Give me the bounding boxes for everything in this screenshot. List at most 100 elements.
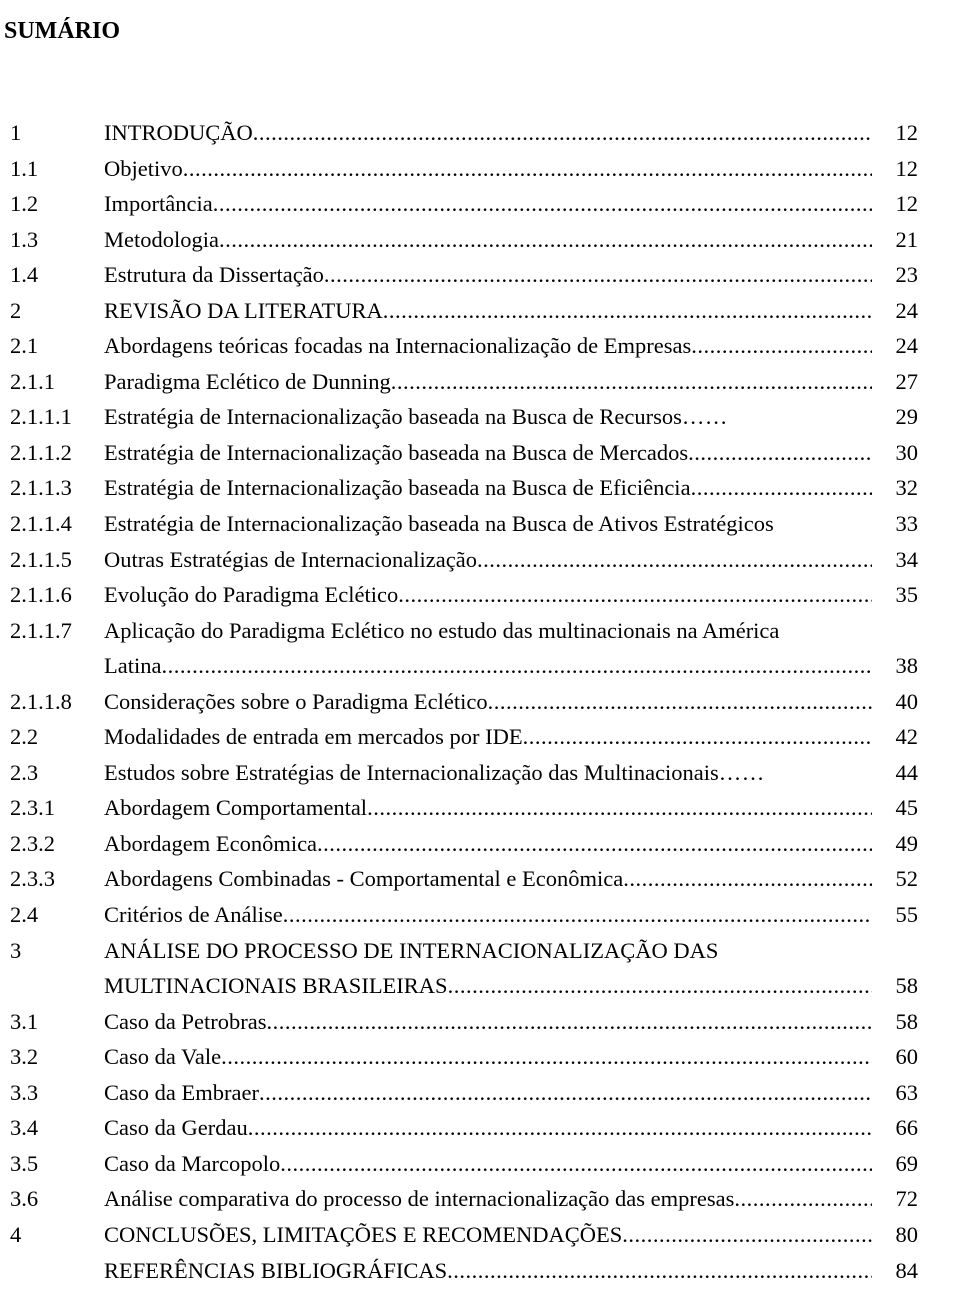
toc-entry: 2.3.3Abordagens Combinadas - Comportamen…: [10, 861, 918, 897]
toc-entry-page: 24: [872, 328, 918, 364]
toc-entry: 3ANÁLISE DO PROCESSO DE INTERNACIONALIZA…: [10, 933, 918, 969]
toc-title: SUMÁRIO: [4, 18, 918, 45]
toc-leader-dots: [448, 968, 872, 1004]
toc-entry-number: 2.1.1.7: [10, 613, 104, 649]
toc-entry: 2.1.1.6Evolução do Paradigma Eclético35: [10, 577, 918, 613]
toc-entry-page: 45: [872, 790, 918, 826]
toc-entry-page: 44: [872, 755, 918, 791]
toc-entry-title: Outras Estratégias de Internacionalizaçã…: [104, 542, 477, 578]
toc-entry-title: Caso da Petrobras: [104, 1004, 266, 1040]
toc-entry-number: 2.1.1.5: [10, 542, 104, 578]
toc-entry: 1.2Importância12: [10, 186, 918, 222]
toc-entry-number: 2.1.1: [10, 364, 104, 400]
toc-leader-dots: [248, 1110, 872, 1146]
toc-leader-dots: [682, 399, 728, 435]
toc-leader-dots: [367, 790, 872, 826]
toc-entry-page: 40: [872, 684, 918, 720]
toc-entry-number: 2.4: [10, 897, 104, 933]
toc-entry: 2.3.1Abordagem Comportamental45: [10, 790, 918, 826]
toc-leader-dots: [734, 1181, 872, 1217]
toc-leader-dots: [688, 435, 872, 471]
toc-entry-page: 80: [872, 1217, 918, 1253]
toc-entry: MULTINACIONAIS BRASILEIRAS58: [10, 968, 918, 1004]
toc-entry-title: MULTINACIONAIS BRASILEIRAS: [104, 968, 448, 1004]
toc-leader-dots: [383, 293, 872, 329]
toc-entry-page: 32: [872, 470, 918, 506]
toc-entry-page: 63: [872, 1075, 918, 1111]
toc-entry-title: Estratégia de Internacionalização basead…: [104, 470, 691, 506]
toc-entry-title: Abordagem Comportamental: [104, 790, 367, 826]
toc-entry: 1.3Metodologia21: [10, 222, 918, 258]
toc-entry: 2.1Abordagens teóricas focadas na Intern…: [10, 328, 918, 364]
toc-entry-number: 2.1.1.4: [10, 506, 104, 542]
toc-entry-title: Aplicação do Paradigma Eclético no estud…: [104, 613, 779, 649]
toc-leader-dots: [253, 115, 872, 151]
toc-entry-title: Objetivo: [104, 151, 183, 187]
toc-leader-dots: [477, 542, 872, 578]
toc-entry-page: 72: [872, 1181, 918, 1217]
toc-entry-page: 55: [872, 897, 918, 933]
toc-leader-dots: [183, 151, 872, 187]
toc-entry-number: 1.1: [10, 151, 104, 187]
toc-entry-number: 2.2: [10, 719, 104, 755]
toc-entry: 2.1.1.1Estratégia de Internacionalização…: [10, 399, 918, 435]
toc-entry-number: 3.6: [10, 1181, 104, 1217]
toc-entry-page: 30: [872, 435, 918, 471]
toc-leader-dots: [622, 1217, 872, 1253]
toc-leader-dots: [219, 222, 872, 258]
toc-entry: 2.2Modalidades de entrada em mercados po…: [10, 719, 918, 755]
toc-entry-page: 23: [872, 257, 918, 293]
toc-entry: 1INTRODUÇÃO12: [10, 115, 918, 151]
toc-entry: 3.6Análise comparativa do processo de in…: [10, 1181, 918, 1217]
toc-leader-dots: [691, 328, 872, 364]
toc-entry-number: 3.1: [10, 1004, 104, 1040]
toc-entry-number: 2.1.1.1: [10, 399, 104, 435]
toc-entry-page: 33: [872, 506, 918, 542]
toc-entry: 3.1Caso da Petrobras 58: [10, 1004, 918, 1040]
toc-entry-number: 1.2: [10, 186, 104, 222]
toc-entry: 2REVISÃO DA LITERATURA24: [10, 293, 918, 329]
toc-entry-title: Latina: [104, 648, 161, 684]
toc-entry: 2.1.1Paradigma Eclético de Dunning 27: [10, 364, 918, 400]
toc-entry-number: 3.3: [10, 1075, 104, 1111]
toc-entry-page: 12: [872, 115, 918, 151]
toc-leader-dots: [266, 1004, 872, 1040]
toc-entry-title: Modalidades de entrada em mercados por I…: [104, 719, 523, 755]
toc-entry-number: 2.1: [10, 328, 104, 364]
toc-entry: 3.4Caso da Gerdau66: [10, 1110, 918, 1146]
toc-leader-dots: [161, 648, 872, 684]
toc-leader-dots: [213, 186, 872, 222]
toc-entry-title: Caso da Embraer: [104, 1075, 259, 1111]
toc-entry-page: 58: [872, 1004, 918, 1040]
toc-entry-title: CONCLUSÕES, LIMITAÇÕES E RECOMENDAÇÕES: [104, 1217, 622, 1253]
toc-entry-number: 3: [10, 933, 104, 969]
toc-entry-page: 69: [872, 1146, 918, 1182]
toc-entry-title: Caso da Vale: [104, 1039, 221, 1075]
toc-leader-dots: [324, 257, 872, 293]
toc-entry-page: 35: [872, 577, 918, 613]
toc-entry-page: 84: [872, 1253, 918, 1289]
toc-entry-page: 42: [872, 719, 918, 755]
toc-entry-title: Paradigma Eclético de Dunning: [104, 364, 391, 400]
toc-entry-page: 49: [872, 826, 918, 862]
toc-leader-dots: [317, 826, 872, 862]
toc-entry-number: 2.1.1.2: [10, 435, 104, 471]
toc-entry-number: 2.1.1.6: [10, 577, 104, 613]
toc-entry: 1.4Estrutura da Dissertação23: [10, 257, 918, 293]
toc-list: 1INTRODUÇÃO121.1Objetivo121.2Importância…: [10, 115, 918, 1288]
toc-entry-number: 3.2: [10, 1039, 104, 1075]
toc-leader-dots: [623, 861, 872, 897]
toc-entry-number: 2.3: [10, 755, 104, 791]
toc-entry-number: 2.3.2: [10, 826, 104, 862]
toc-leader-dots: [447, 1253, 872, 1289]
toc-entry-page: 27: [872, 364, 918, 400]
toc-entry-title: Metodologia: [104, 222, 219, 258]
toc-entry-title: Estratégia de Internacionalização basead…: [104, 399, 682, 435]
toc-entry: 1.1Objetivo12: [10, 151, 918, 187]
toc-entry-title: INTRODUÇÃO: [104, 115, 253, 151]
toc-entry-number: 3.4: [10, 1110, 104, 1146]
toc-entry-title: Abordagem Econômica: [104, 826, 317, 862]
toc-leader-dots: [283, 897, 872, 933]
toc-leader-dots: [259, 1075, 872, 1111]
toc-leader-dots: [488, 684, 872, 720]
